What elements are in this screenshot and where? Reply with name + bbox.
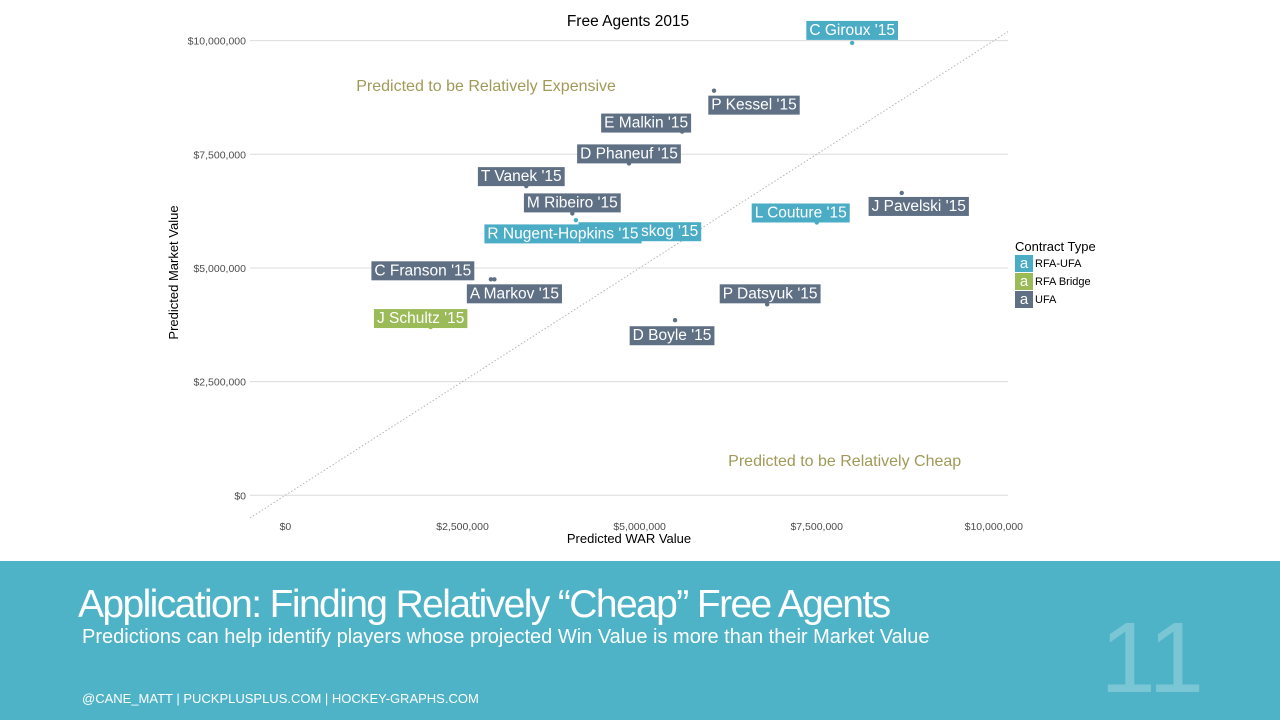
data-point — [573, 218, 579, 223]
data-point — [492, 277, 497, 282]
legend-key — [1015, 255, 1033, 272]
legend-entry-label: UFA — [1035, 294, 1057, 306]
point-label: R Nugent-Hopkins '15 — [484, 224, 642, 244]
point-label: A Markov '15 — [466, 284, 562, 304]
y-tick-label: $2,500,000 — [193, 377, 246, 389]
legend-key — [1015, 273, 1033, 290]
point-label: J Pavelski '15 — [868, 196, 969, 216]
y-tick-label: $7,500,000 — [193, 149, 246, 161]
point-label-text: P Datsyuk '15 — [723, 285, 818, 302]
y-tick-label: $0 — [234, 490, 246, 502]
point-label: P Kessel '15 — [708, 95, 800, 115]
data-point — [899, 190, 904, 196]
point-label: C Franson '15 — [371, 261, 475, 281]
legend-entry-label: RFA-UFA — [1035, 258, 1082, 270]
data-point — [672, 318, 678, 323]
legend-title: Contract Type — [1015, 239, 1096, 254]
legend-key — [1015, 291, 1033, 308]
point-label: D Boyle '15 — [629, 326, 715, 346]
point-label-box — [601, 113, 692, 133]
point-labels: C Giroux '15 P Kessel '15 E Malkin '15 D Ph… — [371, 20, 969, 346]
point-label-text: J Pavelski '15 — [872, 198, 966, 215]
point-label-text: C Franson '15 — [374, 262, 471, 279]
point-label: L Couture '15 — [751, 203, 850, 223]
credits-text: @CANE_MATT | PUCKPLUSPLUS.COM | HOCKEY-G… — [82, 691, 479, 706]
point-label-box — [373, 309, 468, 329]
slide-footer: Application: Finding Relatively “Cheap” … — [0, 561, 1280, 720]
reference-line — [249, 31, 1009, 519]
point-label-text: J Schultz '15 — [377, 310, 464, 327]
point-label: M Ribeiro '15 — [523, 193, 621, 213]
point-label-text: M Ribeiro '15 — [527, 194, 618, 211]
annotation-text: Predicted to be Relatively Cheap — [728, 453, 961, 470]
y-tick-label: $10,000,000 — [188, 36, 247, 48]
data-point — [488, 277, 494, 282]
point-label: J Schultz '15 — [373, 309, 468, 329]
point-label: P Datsyuk '15 — [719, 284, 821, 304]
point-label-box — [577, 144, 681, 164]
point-label-box — [629, 326, 715, 346]
point-label-text: C Giroux '15 — [809, 22, 895, 39]
point-label-box — [751, 203, 850, 223]
point-label-text: R Nugent-Hopkins '15 — [487, 225, 638, 242]
point-label-text: D Phaneuf '15 — [580, 145, 678, 162]
axes: $0 $2,500,000 $5,000,000 $7,500,000 $10,000,… — [166, 13, 1023, 546]
point-label-box — [806, 20, 898, 40]
x-tick-label: $2,500,000 — [436, 521, 489, 533]
point-label-text: T Vanek '15 — [481, 168, 562, 185]
reference-line-layer — [249, 31, 1009, 519]
point-label-box — [477, 167, 565, 187]
chart-title: Free Agents 2015 — [567, 13, 689, 30]
annotations: Predicted to be Relatively Expensive Pred… — [356, 78, 961, 470]
point-label-text: D Boyle '15 — [633, 327, 712, 344]
point-label-box — [868, 196, 969, 216]
annotation-text: Predicted to be Relatively Expensive — [356, 78, 616, 95]
legend-key-glyph: a — [1020, 255, 1029, 272]
scatter-chart: $0 $2,500,000 $5,000,000 $7,500,000 $10,000,… — [166, 13, 1096, 546]
gridlines — [250, 40, 1008, 496]
y-tick-label: $5,000,000 — [193, 263, 246, 275]
point-label-box — [523, 193, 621, 213]
slide-number: 11 — [1100, 602, 1204, 714]
point-label-box — [371, 261, 475, 281]
x-tick-label: $5,000,000 — [613, 521, 666, 533]
x-tick-label: $7,500,000 — [790, 521, 843, 533]
legend-key-glyph: a — [1020, 291, 1029, 308]
point-label-text: E Malkin '15 — [604, 115, 688, 132]
x-axis-title: Predicted WAR Value — [567, 531, 691, 546]
data-point — [849, 40, 855, 46]
data-point — [711, 88, 717, 93]
point-label: C Giroux '15 — [806, 20, 898, 40]
point-label-text: P Kessel '15 — [711, 97, 796, 114]
x-tick-label: $10,000,000 — [965, 521, 1024, 533]
slide-subtitle: Predictions can help identify players wh… — [82, 626, 930, 648]
legend-key-glyph: a — [1020, 273, 1029, 290]
point-label-text: A Markov '15 — [470, 285, 559, 302]
x-tick-label: $0 — [280, 521, 292, 533]
slide-title: Application: Finding Relatively “Cheap” … — [78, 583, 891, 626]
point-label-box — [466, 284, 562, 304]
point-label-box — [708, 95, 800, 115]
y-axis-title: Predicted Market Value — [166, 205, 181, 339]
point-label: E Malkin '15 — [601, 113, 692, 133]
point-label: T Vanek '15 — [477, 167, 565, 187]
point-label: D Phaneuf '15 — [577, 144, 681, 164]
legend-entry-label: RFA Bridge — [1035, 276, 1091, 288]
point-label-box — [484, 224, 642, 244]
point-label-box — [719, 284, 821, 304]
point-label-text: L Couture '15 — [755, 204, 847, 221]
